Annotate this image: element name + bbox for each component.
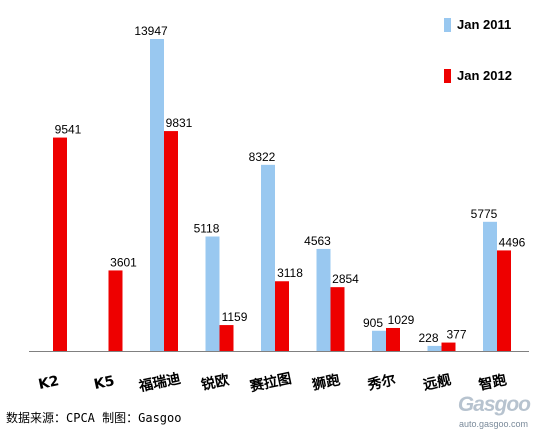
data-label-jan-2011-4: 8322	[249, 150, 276, 164]
bar-jan-2011-2	[150, 39, 164, 351]
data-label-jan-2011-5: 4563	[304, 234, 331, 248]
data-label-jan-2012-2: 9831	[166, 116, 193, 130]
data-label-jan-2012-4: 3118	[277, 266, 303, 280]
category-label-7: 远舰	[422, 371, 453, 393]
data-label-jan-2012-3: 1159	[222, 310, 248, 324]
bar-jan-2011-4	[261, 164, 275, 351]
category-label-2: 福瑞迪	[136, 370, 182, 396]
data-label-jan-2011-8: 5775	[471, 207, 498, 221]
data-label-jan-2012-7: 377	[446, 328, 466, 342]
bar-jan-2011-7	[427, 345, 442, 351]
bar-jan-2011-3	[205, 236, 220, 351]
legend-label-jan-2012: Jan 2012	[457, 68, 512, 83]
bar-jan-2012-5	[330, 287, 345, 351]
data-label-jan-2012-5: 2854	[332, 272, 359, 286]
bar-jan-2012-6	[386, 327, 400, 351]
bar-jan-2012-0	[53, 137, 67, 351]
bar-jan-2011-8	[483, 221, 497, 351]
bar-jan-2011-6	[372, 330, 386, 351]
category-label-5: 狮跑	[310, 371, 342, 394]
gasgoo-watermark-logo: Gasgoo	[457, 393, 531, 416]
data-label-jan-2012-8: 4496	[499, 235, 526, 249]
data-label-jan-2012-0: 9541	[55, 123, 82, 137]
data-label-jan-2011-3: 5118	[194, 222, 220, 236]
source-note: 数据来源：CPCA 制图：Gasgoo	[6, 411, 182, 425]
bar-jan-2012-1	[108, 270, 123, 351]
bar-jan-2012-4	[275, 281, 289, 351]
bar-jan-2012-8	[497, 250, 511, 351]
data-label-jan-2012-6: 1029	[388, 313, 415, 327]
legend-swatch-jan-2011	[444, 18, 451, 32]
category-label-6: 秀尔	[365, 371, 397, 394]
category-label-3: 锐欧	[200, 371, 231, 393]
category-label-1: K5	[93, 373, 116, 393]
legend-label-jan-2011: Jan 2011	[457, 17, 512, 32]
data-label-jan-2011-6: 905	[363, 316, 383, 330]
category-label-4: 赛拉图	[247, 370, 293, 396]
data-label-jan-2011-7: 228	[418, 331, 438, 345]
category-label-8: 智跑	[476, 371, 508, 394]
bar-jan-2012-2	[164, 131, 178, 351]
data-label-jan-2012-1: 3601	[110, 255, 137, 269]
data-label-jan-2011-2: 13947	[134, 24, 168, 38]
legend-swatch-jan-2012	[444, 69, 451, 83]
gasgoo-watermark-url: auto.gasgoo.com	[458, 419, 528, 429]
category-label-0: K2	[37, 373, 60, 393]
bar-jan-2012-7	[441, 342, 456, 351]
bar-jan-2012-3	[219, 325, 234, 351]
bar-jan-2011-5	[316, 248, 331, 351]
